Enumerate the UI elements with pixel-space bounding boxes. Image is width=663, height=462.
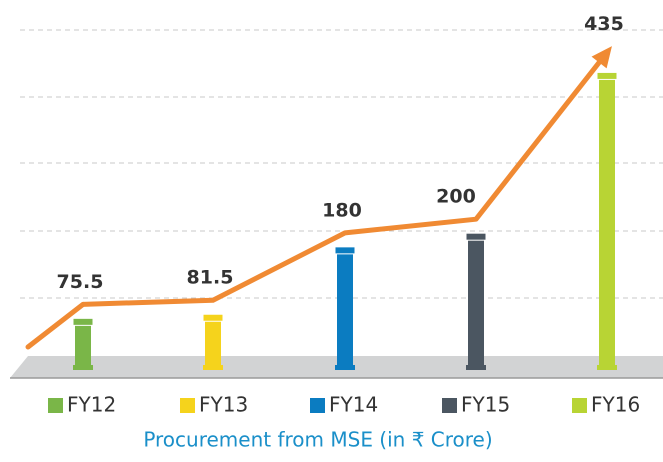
trend-start <box>25 301 86 350</box>
legend-label: FY12 <box>67 393 116 417</box>
value-label: 180 <box>322 199 362 221</box>
legend-label: FY13 <box>199 393 248 417</box>
bar <box>75 318 91 370</box>
bar-base <box>73 365 93 370</box>
legend-label: FY14 <box>329 393 378 417</box>
bar <box>205 314 221 370</box>
bar-base <box>203 365 223 370</box>
bar-cap <box>334 246 356 255</box>
grid-decoration <box>20 29 663 299</box>
legend-swatch <box>310 398 325 413</box>
bar-base <box>466 365 486 370</box>
value-label: 200 <box>436 186 476 208</box>
legend-swatch <box>442 398 457 413</box>
bar-cap <box>202 313 224 322</box>
bar-cap <box>596 71 618 80</box>
bar-cap <box>465 232 487 241</box>
legend-swatch <box>48 398 63 413</box>
value-label: 81.5 <box>187 267 234 289</box>
bar <box>599 72 615 370</box>
legend-label: FY15 <box>461 393 510 417</box>
value-label: 75.5 <box>57 271 104 293</box>
value-label: 435 <box>584 13 624 35</box>
legend-swatch <box>572 398 587 413</box>
bar <box>468 233 484 370</box>
bar <box>337 246 353 370</box>
trend-arrowhead <box>591 46 612 69</box>
bar-base <box>335 365 355 370</box>
bar-base <box>597 365 617 370</box>
legend-swatch <box>180 398 195 413</box>
x-axis-label: Procurement from MSE (in ₹ Crore) <box>143 428 492 452</box>
trend-line <box>82 50 609 307</box>
legend-label: FY16 <box>591 393 640 417</box>
bar-cap <box>72 317 94 326</box>
